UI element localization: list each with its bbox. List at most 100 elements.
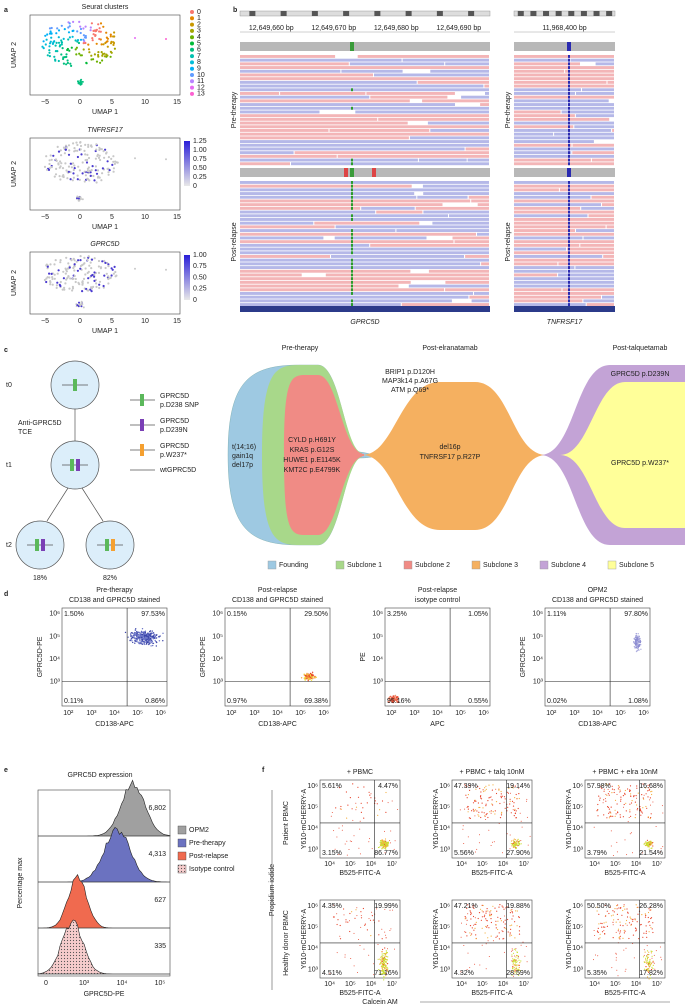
cell-dot <box>387 970 389 973</box>
cell-dot <box>136 640 138 643</box>
cell-dot <box>338 853 340 855</box>
cell-dot <box>598 938 600 940</box>
cell-dot <box>336 923 338 926</box>
read <box>583 236 614 240</box>
tick-label: 10⁷ <box>519 861 530 868</box>
cell-dot <box>648 963 650 965</box>
cell-dot <box>635 633 637 635</box>
cell-dot <box>306 673 308 675</box>
cell-dot <box>622 816 625 818</box>
cell-dot <box>53 55 56 58</box>
read <box>586 303 614 306</box>
cell-dot <box>516 971 518 973</box>
cell-dot <box>76 178 79 181</box>
cell-dot <box>642 807 644 809</box>
cell-dot <box>68 287 71 290</box>
read <box>474 292 489 295</box>
cell-dot <box>598 913 600 916</box>
cell-dot <box>478 842 480 844</box>
cell-dot <box>87 178 90 181</box>
cell-dot <box>88 264 91 267</box>
tick-label: 10² <box>546 710 557 717</box>
cell-dot <box>515 948 517 950</box>
cell-dot <box>53 273 56 276</box>
cell-dot <box>137 641 139 643</box>
cell-dot <box>630 793 632 795</box>
tick-label: 10⁴ <box>589 981 600 988</box>
cell-dot <box>81 172 84 175</box>
cell-dot <box>156 634 158 636</box>
quadrant-value: 1.11% <box>547 611 566 618</box>
read <box>514 110 561 114</box>
cell-dot <box>86 289 89 292</box>
cell-dot <box>79 81 82 83</box>
cell-dot <box>385 952 387 955</box>
cell-dot <box>650 813 652 815</box>
read <box>329 129 430 132</box>
cell-dot <box>366 929 368 931</box>
tick-label: 10⁶ <box>366 861 377 868</box>
tick-label: 10⁶ <box>372 611 383 618</box>
cell-dot <box>470 918 472 920</box>
cell-dot <box>99 61 102 64</box>
cell-dot <box>466 907 468 910</box>
cell-dot <box>503 796 506 798</box>
cell-dot <box>517 842 519 844</box>
cell-dot <box>601 922 603 925</box>
read <box>514 273 558 277</box>
cell-dot <box>648 954 650 956</box>
cell-dot <box>601 787 603 790</box>
cell-dot <box>506 833 508 835</box>
cell-dot <box>90 58 93 61</box>
cell-dot <box>96 176 100 179</box>
tick-label: 5 <box>110 214 114 221</box>
cell-dot <box>68 49 71 52</box>
cell-dot <box>511 918 513 920</box>
variant-base <box>351 188 353 192</box>
cell-dot <box>470 913 472 916</box>
cell-dot <box>519 840 521 842</box>
variant-base <box>351 203 353 207</box>
cell-dot <box>480 919 482 921</box>
cell-dot <box>90 145 93 148</box>
cell-dot <box>376 803 378 805</box>
cell-dot <box>346 817 348 819</box>
cell-dot <box>517 957 519 959</box>
coverage-track <box>514 168 615 177</box>
cell-dot <box>153 636 155 638</box>
cell-dot <box>500 790 502 793</box>
cell-dot <box>645 914 647 916</box>
read <box>240 206 361 210</box>
cell-dot <box>80 153 83 156</box>
cell-dot <box>94 165 97 168</box>
cell-dot <box>514 971 516 973</box>
cell-dot <box>311 677 314 679</box>
cell-dot <box>104 148 107 151</box>
cell-dot <box>385 811 387 814</box>
read <box>514 266 575 269</box>
cell-dot <box>54 59 57 62</box>
cell-dot <box>655 950 657 952</box>
read <box>514 284 614 288</box>
cell-dot <box>344 843 346 845</box>
cell-dot <box>379 809 381 811</box>
cell-dot <box>514 970 516 972</box>
read <box>565 69 614 73</box>
cell-dot <box>140 638 142 640</box>
read <box>514 114 575 118</box>
tick-label: 10⁵ <box>532 633 543 640</box>
cell-dot <box>473 907 475 910</box>
cell-dot <box>469 967 471 969</box>
cell-dot <box>106 40 109 43</box>
cell-dot <box>108 169 111 172</box>
cell-dot <box>617 975 619 977</box>
cell-dot <box>48 45 51 48</box>
ideogram-band <box>593 11 600 16</box>
cell-dot <box>380 973 382 975</box>
cell-dot <box>515 949 517 951</box>
read <box>567 247 614 251</box>
tick-label: 10⁴ <box>592 710 603 717</box>
cell-dot <box>357 796 360 798</box>
cell-dot <box>390 697 392 700</box>
read <box>240 269 411 273</box>
